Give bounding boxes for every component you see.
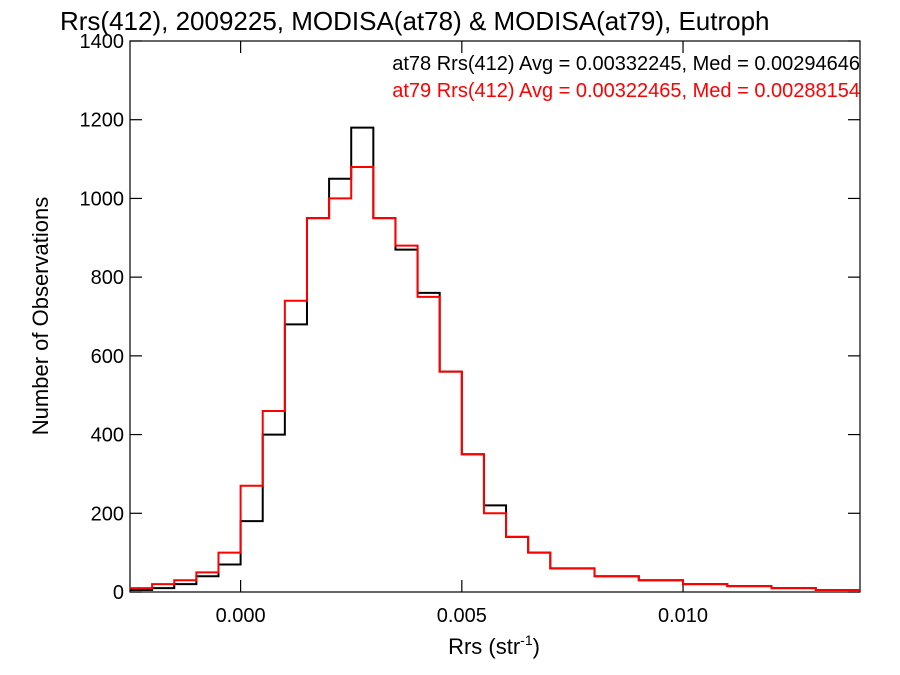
y-tick-label: 600 (91, 346, 124, 368)
series-at78-line (130, 126, 860, 592)
y-tick-label: 0 (113, 582, 124, 604)
y-tick-label: 800 (91, 267, 124, 289)
x-axis-ticks: 0.000 0.005 0.010 (216, 41, 708, 627)
y-tick-label: 400 (91, 425, 124, 447)
chart-title: Rrs(412), 2009225, MODISA(at78) & MODISA… (60, 6, 770, 36)
series-at79-line (130, 165, 860, 592)
x-axis-label-superscript: -1 (520, 632, 533, 648)
x-tick-label: 0.005 (437, 605, 487, 627)
x-axis-label-main: Rrs (str (448, 634, 520, 659)
stat-line-at79: at79 Rrs(412) Avg = 0.00322465, Med = 0.… (392, 80, 860, 102)
y-tick-label: 200 (91, 503, 124, 525)
x-axis-label: Rrs (str-1) (448, 632, 540, 659)
stat-line-at78: at78 Rrs(412) Avg = 0.00332245, Med = 0.… (392, 53, 860, 75)
y-tick-label: 1200 (80, 110, 125, 132)
y-tick-label: 1000 (80, 188, 125, 210)
plot-frame (129, 40, 861, 593)
x-tick-label: 0.000 (216, 605, 266, 627)
series-layer (130, 126, 860, 592)
x-tick-label: 0.010 (658, 605, 708, 627)
y-axis-label: Number of Observations (28, 197, 53, 435)
y-axis-ticks: 0 200 400 600 800 1000 1200 1400 (80, 31, 860, 604)
x-axis-label-close: ) (533, 634, 540, 659)
y-tick-label: 1400 (80, 31, 125, 53)
